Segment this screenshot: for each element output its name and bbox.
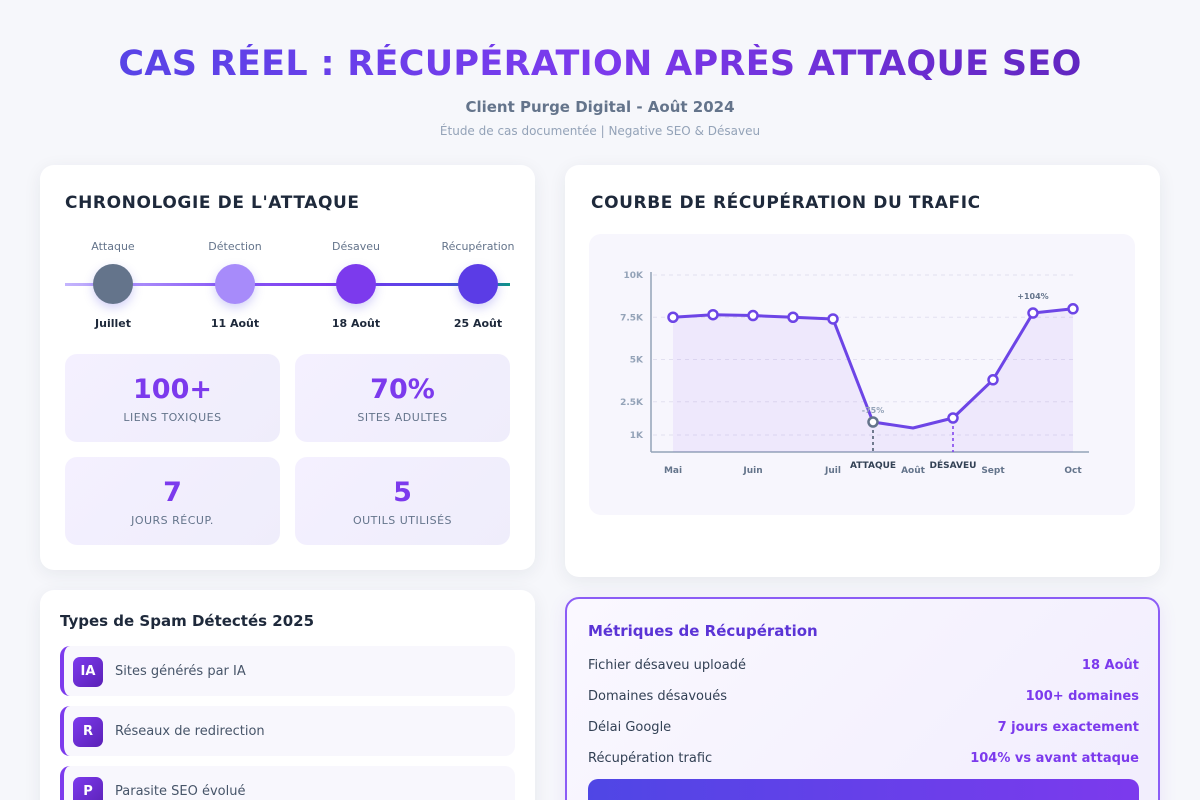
timeline-step-label: Récupération [441, 240, 515, 253]
spam-item-parasite: P Parasite SEO évolué [60, 766, 515, 800]
spam-types-title: Types de Spam Détectés 2025 [60, 612, 315, 630]
timeline-dot [215, 264, 255, 304]
stat-caption: OUTILS UTILISÉS [352, 514, 453, 527]
recovery-metrics-title: Métriques de Récupération [588, 622, 818, 640]
stat-caption: LIENS TOXIQUES [123, 411, 222, 424]
chart-point [1027, 307, 1039, 319]
spam-badge: IA [73, 657, 103, 687]
chart-annotation: ATTAQUE [850, 461, 896, 471]
metric-value: 18 Août [1081, 658, 1139, 673]
chart-area-fill [673, 308, 1073, 452]
chart-point [707, 308, 719, 321]
traffic-chart-card: COURBE DE RÉCUPÉRATION DU TRAFIC 10K 7.5K… [565, 165, 1160, 577]
chart-point [947, 412, 959, 424]
chart-point [667, 311, 679, 323]
chart-point [747, 309, 759, 322]
chart-x-tick-label: Août [901, 466, 926, 476]
stat-value: 5 [393, 477, 412, 508]
stat-liens-toxiques: 100+ LIENS TOXIQUES [65, 354, 280, 442]
chart-annotation: DÉSAVEU [930, 459, 977, 471]
chart-x-tick-label: Juin [742, 466, 762, 476]
spam-item-ia: IA Sites générés par IA [60, 646, 515, 696]
timeline-step-label: Désaveu [332, 240, 380, 253]
stat-sites-adultes: 70% SITES ADULTES [295, 354, 510, 442]
chart-y-tick-label: 2.5K [620, 398, 644, 408]
chart-annotation: +104% [1017, 292, 1048, 301]
stat-value: 70% [370, 374, 435, 405]
page-header: CAS RÉEL : RÉCUPÉRATION APRÈS ATTAQUE SE… [0, 44, 1200, 138]
metric-row: Fichier désaveu uploadé 18 Août [588, 658, 1139, 678]
spam-item-redirection: R Réseaux de redirection [60, 706, 515, 756]
page-tagline: Étude de cas documentée | Negative SEO &… [439, 124, 761, 138]
traffic-chart-title: COURBE DE RÉCUPÉRATION DU TRAFIC [591, 193, 981, 213]
chart-point [787, 311, 799, 323]
timeline-step-attaque: Attaque Juillet [58, 240, 168, 330]
timeline-step-detection: Détection 11 Août [180, 240, 290, 330]
metric-key: Fichier désaveu uploadé [588, 658, 746, 673]
metric-value: 7 jours exactement [997, 720, 1139, 735]
timeline-dot [458, 264, 498, 304]
chart-x-tick-label: Sept [981, 466, 1005, 476]
stat-jours-recup: 7 JOURS RÉCUP. [65, 457, 280, 545]
timeline-step-date: 25 Août [453, 317, 503, 330]
stat-outils-utilises: 5 OUTILS UTILISÉS [295, 457, 510, 545]
chart-y-tick-label: 5K [630, 356, 644, 366]
metric-row: Délai Google 7 jours exactement [588, 720, 1139, 740]
metric-row: Domaines désavoués 100+ domaines [588, 689, 1139, 709]
spam-badge: R [73, 717, 103, 747]
spam-item-label: Réseaux de redirection [115, 724, 265, 739]
metric-value: 104% vs avant attaque [970, 751, 1139, 766]
metric-key: Délai Google [588, 720, 672, 735]
traffic-chart-panel: 10K 7.5K 5K 2.5K 1K Mai Juin Juil Août Sept Oct ATT… [589, 234, 1135, 515]
chart-point [1067, 303, 1079, 315]
stat-value: 7 [163, 477, 182, 508]
timeline-step-recuperation: Récupération 25 Août [423, 240, 533, 330]
recovery-metrics-card: Métriques de Récupération Fichier désave… [565, 597, 1160, 800]
page-subtitle: Client Purge Digital - Août 2024 [465, 98, 735, 116]
timeline-track [65, 283, 510, 286]
stat-value: 100+ [133, 374, 212, 405]
spam-badge: P [73, 777, 103, 800]
timeline-step-label: Attaque [91, 240, 135, 253]
chart-point [867, 416, 879, 428]
timeline-step-date: Juillet [95, 317, 131, 330]
chart-y-tick-label: 10K [624, 271, 645, 281]
metric-key: Récupération trafic [588, 751, 713, 766]
stat-caption: SITES ADULTES [357, 411, 448, 424]
timeline-dot [336, 264, 376, 304]
timeline-step-label: Détection [208, 240, 262, 253]
spam-types-card: Types de Spam Détectés 2025 IA Sites gén… [40, 590, 535, 800]
metric-value: 100+ domaines [1025, 689, 1139, 704]
timeline-step-desaveu: Désaveu 18 Août [301, 240, 411, 330]
timeline-title: CHRONOLOGIE DE L'ATTAQUE [65, 193, 360, 213]
timeline-card: CHRONOLOGIE DE L'ATTAQUE Attaque Juillet… [40, 165, 535, 570]
page-title: CAS RÉEL : RÉCUPÉRATION APRÈS ATTAQUE SE… [0, 44, 1200, 84]
chart-x-tick-label: Oct [1064, 466, 1082, 476]
timeline-step-date: 11 Août [210, 317, 260, 330]
metric-row: Récupération trafic 104% vs avant attaqu… [588, 751, 1139, 771]
cta-button[interactable] [588, 779, 1139, 800]
spam-item-label: Parasite SEO évolué [115, 784, 246, 799]
metric-key: Domaines désavoués [588, 689, 727, 704]
chart-x-tick-label: Mai [664, 466, 682, 476]
traffic-line-chart: 10K 7.5K 5K 2.5K 1K Mai Juin Juil Août Sept Oct ATT… [620, 271, 1089, 476]
timeline-step-date: 18 Août [331, 317, 381, 330]
chart-y-tick-label: 7.5K [620, 313, 644, 323]
stat-caption: JOURS RÉCUP. [131, 514, 214, 527]
chart-x-tick-label: Juil [824, 466, 841, 476]
chart-y-tick-label: 1K [630, 431, 644, 441]
chart-point [987, 374, 999, 386]
spam-item-label: Sites générés par IA [115, 664, 246, 679]
chart-annotation: -75% [862, 406, 884, 415]
chart-point [827, 313, 839, 325]
timeline-dot [93, 264, 133, 304]
